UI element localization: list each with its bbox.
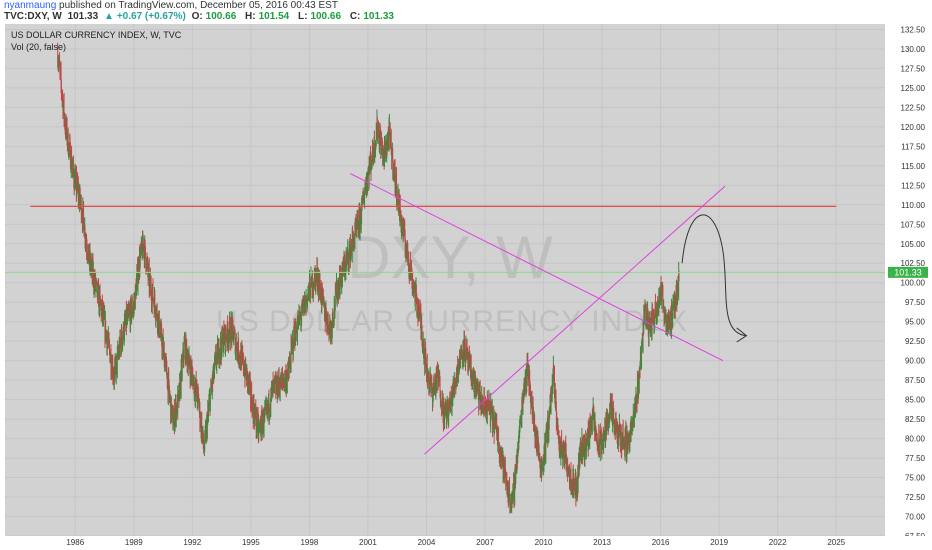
projection-arrowhead (736, 327, 748, 343)
x-tick-label: 1995 (242, 538, 260, 547)
high-label: H: (245, 11, 256, 22)
y-tick-label: 90.00 (905, 357, 926, 366)
x-tick-label: 2016 (652, 538, 670, 547)
y-tick-label: 77.50 (905, 454, 926, 463)
y-tick-label: 132.50 (901, 25, 926, 34)
low-value: 100.66 (310, 11, 342, 22)
open-value: 100.66 (205, 11, 237, 22)
x-tick-label: 1992 (183, 538, 201, 547)
time-axis-ticks: 1986 1989 1992 1995 1998 2001 2004 2007 2010 2013… (66, 538, 845, 547)
y-tick-label: 75.00 (905, 474, 926, 483)
time-axis[interactable] (0, 536, 932, 550)
y-tick-label: 100.00 (901, 279, 926, 288)
legend-indicator: Vol (20, false) (11, 42, 66, 52)
up-arrow-icon: ▲ (103, 11, 114, 22)
watermark-name: US DOLLAR CURRENCY INDEX (216, 305, 688, 338)
x-tick-label: 2025 (827, 538, 845, 547)
price-tag: 101.33 (888, 266, 928, 278)
watermark-symbol: DXY, W (347, 224, 553, 291)
y-tick-label: 87.50 (905, 376, 926, 385)
author-link[interactable]: nyanmaung (4, 0, 57, 11)
y-tick-label: 112.50 (901, 181, 925, 190)
y-tick-label: 80.00 (905, 435, 926, 444)
change-value: +0.67 (+0.67%) (116, 11, 186, 22)
price-axis-ticks: 67.5070.0072.5075.0077.5080.0082.5085.00… (901, 25, 926, 541)
y-tick-label: 95.00 (905, 318, 926, 327)
close-value: 101.33 (363, 11, 394, 22)
uptrend-line[interactable] (424, 185, 726, 455)
close-label: C: (349, 11, 361, 22)
x-tick-label: 1998 (300, 538, 318, 547)
symbol-label[interactable]: TVC:DXY, W (4, 11, 62, 22)
x-tick-label: 1986 (66, 538, 84, 547)
x-tick-label: 2013 (593, 538, 611, 547)
x-tick-label: 2001 (359, 538, 377, 547)
legend-title: US DOLLAR CURRENCY INDEX, W, TVC (11, 30, 182, 40)
x-tick-label: 2007 (476, 538, 494, 547)
x-tick-label: 2004 (418, 538, 436, 547)
chart-header: nyanmaung published on TradingView.com, … (0, 0, 932, 23)
y-tick-label: 122.50 (901, 103, 926, 112)
y-tick-label: 127.50 (901, 64, 926, 73)
last-price: 101.33 (67, 11, 99, 22)
projection-arrow-drawing[interactable] (681, 214, 747, 337)
ohlc-line: TVC:DXY, W 101.33 ▲ +0.67 (+0.67%) O: 100.… (4, 11, 400, 22)
x-tick-label: 2019 (710, 538, 728, 547)
price-axis[interactable] (886, 24, 932, 536)
x-tick-label: 2022 (769, 538, 787, 547)
price-candles (57, 42, 680, 514)
y-tick-label: 85.00 (905, 396, 926, 405)
y-tick-label: 107.50 (901, 220, 926, 229)
plot-area[interactable] (5, 24, 885, 536)
y-tick-label: 92.50 (905, 337, 926, 346)
open-label: O: (191, 11, 203, 22)
x-tick-label: 2010 (535, 538, 553, 547)
y-tick-label: 125.00 (901, 84, 926, 93)
low-label: L: (297, 11, 308, 22)
y-tick-label: 70.00 (905, 513, 926, 522)
y-tick-label: 102.50 (901, 259, 926, 268)
high-value: 101.54 (258, 11, 290, 22)
price-tag-label: 101.33 (894, 267, 922, 277)
y-tick-label: 115.00 (901, 162, 925, 171)
publish-line: nyanmaung published on TradingView.com, … (4, 0, 338, 11)
y-tick-label: 130.00 (901, 45, 926, 54)
publish-info: published on TradingView.com, December 0… (59, 0, 338, 11)
downtrend-line[interactable] (350, 173, 724, 362)
y-tick-label: 97.50 (905, 298, 926, 307)
y-tick-label: 117.50 (901, 142, 925, 151)
y-tick-label: 110.00 (901, 201, 925, 210)
y-tick-label: 105.00 (901, 240, 926, 249)
x-tick-label: 1989 (125, 538, 143, 547)
y-tick-label: 82.50 (905, 415, 926, 424)
y-tick-label: 72.50 (905, 493, 926, 502)
y-tick-label: 120.00 (901, 123, 926, 132)
